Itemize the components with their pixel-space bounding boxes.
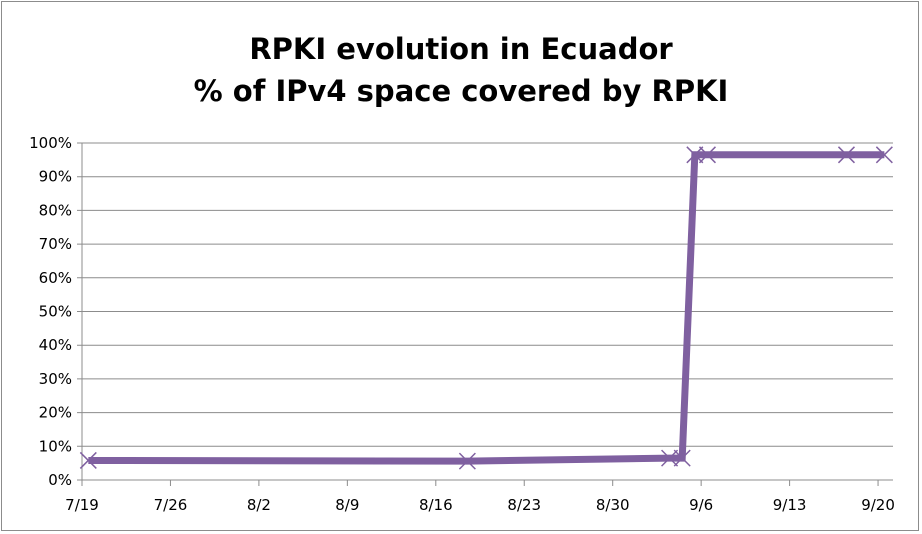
- y-tick-label: 30%: [39, 370, 72, 388]
- x-tick-label: 8/9: [335, 496, 359, 514]
- x-tick-label: 8/23: [507, 496, 541, 514]
- x-tick-label: 9/20: [861, 496, 895, 514]
- data-point-marker: [686, 146, 704, 164]
- y-tick-label: 50%: [39, 303, 72, 321]
- y-tick-label: 0%: [48, 471, 72, 489]
- data-point-marker: [698, 146, 716, 164]
- x-tick-label: 9/13: [773, 496, 807, 514]
- x-tick-label: 8/16: [419, 496, 453, 514]
- y-tick-label: 40%: [39, 336, 72, 354]
- data-point-marker: [79, 451, 97, 469]
- data-point-marker: [837, 146, 855, 164]
- y-tick-label: 80%: [39, 201, 72, 219]
- x-tick-label: 9/6: [689, 496, 713, 514]
- chart-subtitle: % of IPv4 space covered by RPKI: [193, 74, 729, 108]
- data-point-marker: [661, 449, 679, 467]
- y-tick-label: 60%: [39, 269, 72, 287]
- y-tick-label: 100%: [29, 134, 72, 152]
- y-tick-label: 70%: [39, 235, 72, 253]
- series-line: [88, 151, 885, 465]
- x-tick-label: 8/30: [596, 496, 630, 514]
- x-tick-label: 8/2: [247, 496, 271, 514]
- chart-title: RPKI evolution in Ecuador: [249, 32, 673, 66]
- x-tick-label: 7/19: [65, 496, 99, 514]
- data-point-marker: [875, 146, 893, 164]
- y-tick-label: 90%: [39, 168, 72, 186]
- data-point-marker: [458, 452, 476, 470]
- x-tick-label: 7/26: [154, 496, 188, 514]
- y-tick-label: 10%: [39, 437, 72, 455]
- data-point-marker: [673, 449, 691, 467]
- y-tick-label: 20%: [39, 404, 72, 422]
